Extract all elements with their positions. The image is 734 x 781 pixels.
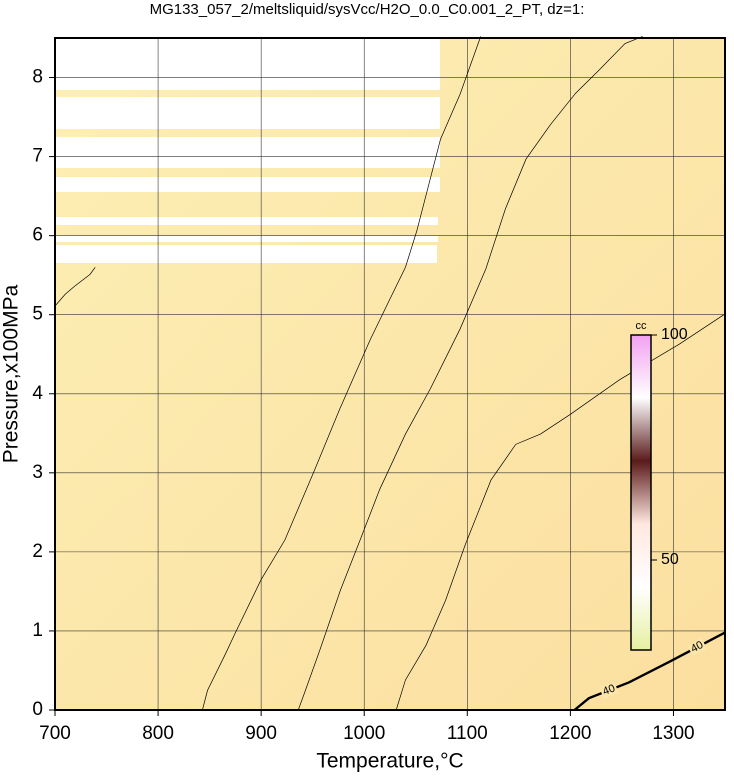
x-tick-label: 1100: [447, 723, 488, 744]
contour-label: 40: [601, 682, 617, 698]
x-axis-label: Temperature,°C: [316, 750, 463, 773]
y-tick-label: 7: [32, 146, 43, 167]
contour-line: [54, 267, 96, 307]
x-tick-label: 1200: [549, 723, 591, 744]
contour-line: [202, 36, 482, 711]
y-tick-label: 2: [32, 541, 43, 562]
x-tick-label: 1000: [343, 723, 385, 744]
x-tick-label: 900: [245, 723, 277, 744]
contour-line: [297, 36, 643, 711]
x-tick-label: 1300: [652, 723, 694, 744]
contour-label: 40: [689, 639, 705, 655]
y-tick-label: 0: [32, 699, 43, 720]
contour-label-bg: [687, 638, 708, 657]
contour-line: [395, 313, 726, 711]
x-tick-label: 800: [142, 723, 174, 744]
y-tick-label: 8: [32, 67, 43, 88]
contour-label-bg: [599, 681, 619, 699]
plot-frame: [54, 37, 726, 711]
y-tick-label: 1: [32, 620, 43, 641]
chart-title: MG133_057_2/meltsliquid/sysVcc/H2O_0.0_C…: [150, 1, 585, 18]
colorbar: [630, 334, 652, 651]
colorbar-tick-label: 100: [661, 326, 688, 343]
colorbar-label: cc: [636, 320, 648, 332]
x-tick-label: 700: [39, 723, 71, 744]
y-tick-label: 3: [32, 462, 43, 483]
y-axis-label: Pressure,x100MPa: [0, 284, 23, 463]
y-tick-label: 6: [32, 225, 43, 246]
masked-region: [55, 38, 440, 263]
y-tick-label: 5: [32, 304, 43, 325]
colorbar-tick-label: 50: [661, 551, 679, 568]
y-tick-label: 4: [32, 383, 43, 404]
contour-line: [573, 631, 726, 711]
